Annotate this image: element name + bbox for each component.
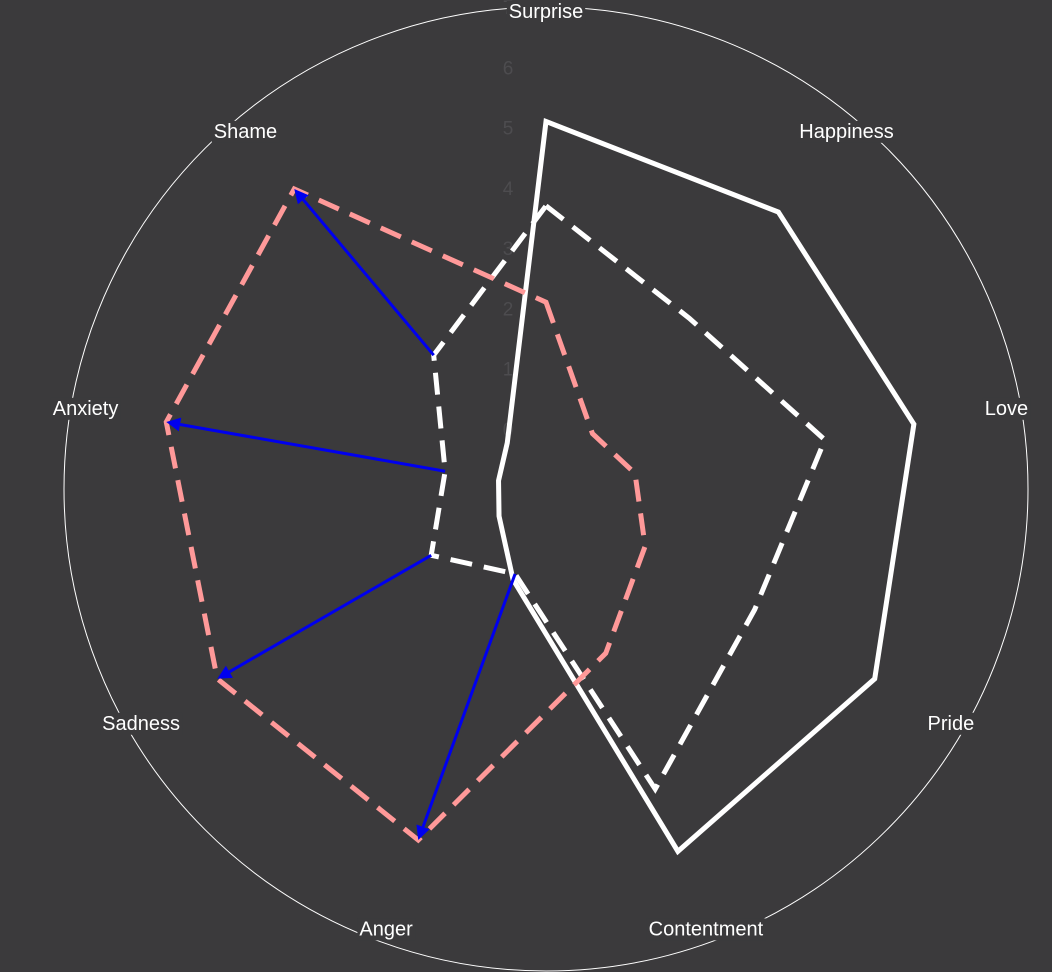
- axis-label-pride: Pride: [928, 713, 975, 735]
- arrow-anxiety-head: [166, 417, 182, 432]
- axis-label-bg-love: [982, 397, 1031, 420]
- tick-label-2: 2: [503, 299, 514, 320]
- arrow-anger-shaft: [421, 573, 517, 828]
- axis-label-bg-shame: [211, 120, 280, 143]
- tick-label-3: 3: [503, 239, 514, 260]
- axis-label-bg-anxiety: [50, 397, 121, 420]
- tick-label-4: 4: [503, 179, 514, 200]
- axis-label-anxiety: Anxiety: [53, 398, 119, 420]
- axis-label-bg-sadness: [100, 712, 183, 735]
- radial-ticks: 01234567: [503, 0, 514, 441]
- arrow-shame-head: [294, 188, 309, 205]
- outer-circle: [63, 6, 1029, 972]
- axis-label-anger: Anger: [359, 918, 413, 940]
- axis-label-shame: Shame: [214, 121, 277, 143]
- series-group: [163, 117, 917, 856]
- arrow-shame-shaft: [302, 198, 435, 357]
- axis-labels: Surprise Happiness Love Pride Contentment Ang…: [50, 1, 1031, 941]
- axis-label-bg-anger: [357, 918, 416, 941]
- axis-label-surprise: Surprise: [509, 1, 583, 23]
- axis-label-bg-contentment: [646, 918, 766, 941]
- axis-label-bg-pride: [925, 712, 977, 735]
- series-2-polygon: [428, 202, 828, 794]
- arrow-anger-head: [416, 824, 430, 841]
- axis-label-bg-surprise: [506, 1, 586, 23]
- tick-label-1: 1: [503, 360, 514, 381]
- axis-label-happiness: Happiness: [799, 121, 894, 143]
- tick-label-5: 5: [503, 119, 514, 140]
- arrows-group: [166, 188, 517, 841]
- arrow-anxiety-shaft: [179, 422, 446, 473]
- axis-label-love: Love: [985, 398, 1028, 420]
- axis-label-bg-happiness: [797, 120, 896, 143]
- tick-label-6: 6: [503, 58, 514, 79]
- series-1-polygon: [496, 117, 917, 856]
- arrow-sadness-head: [217, 665, 233, 679]
- series-3-polygon: [163, 185, 648, 844]
- axis-label-contentment: Contentment: [649, 918, 764, 940]
- axis-label-sadness: Sadness: [102, 713, 180, 735]
- arrow-sadness-shaft: [228, 553, 432, 674]
